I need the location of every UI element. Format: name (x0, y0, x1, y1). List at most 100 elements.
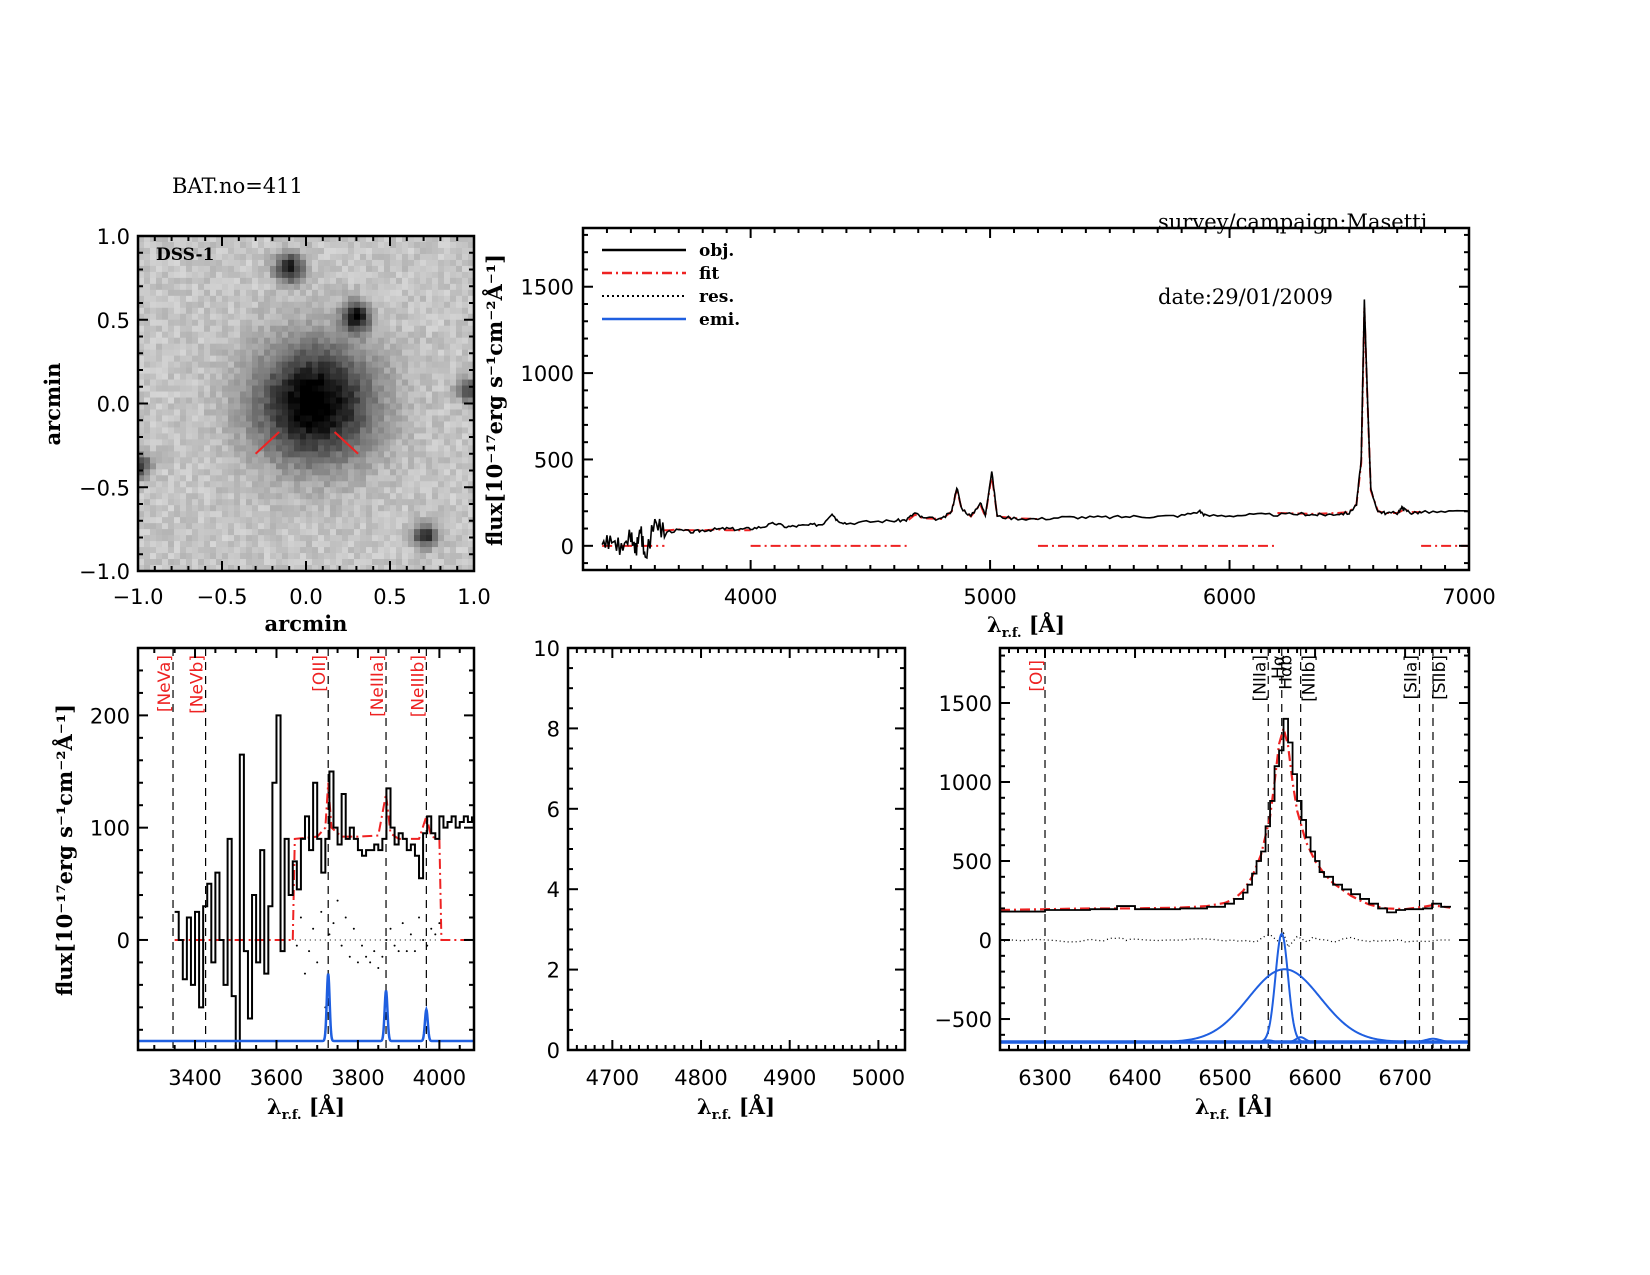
image-pixel (156, 481, 163, 488)
image-pixel (222, 283, 229, 291)
image-pixel (360, 253, 367, 261)
image-pixel (396, 565, 403, 572)
image-pixel (240, 265, 247, 273)
image-pixel (366, 361, 373, 369)
image-pixel (384, 493, 391, 500)
image-pixel (174, 469, 181, 476)
image-pixel (420, 523, 427, 530)
image-pixel (180, 541, 187, 548)
image-pixel (198, 451, 205, 458)
image-pixel (282, 236, 289, 243)
image-pixel (240, 415, 247, 423)
image-pixel (378, 283, 385, 291)
image-pixel (216, 427, 223, 435)
image-pixel (282, 493, 289, 500)
image-pixel (414, 301, 421, 309)
image-pixel (456, 559, 463, 566)
image-pixel (318, 295, 325, 303)
image-pixel (462, 547, 469, 554)
image-pixel (366, 439, 373, 446)
image-pixel (270, 427, 277, 435)
image-pixel (378, 253, 385, 261)
image-pixel (456, 553, 463, 560)
image-pixel (216, 475, 223, 482)
image-pixel (246, 541, 253, 548)
image-pixel (330, 475, 337, 482)
image-pixel (168, 241, 175, 249)
image-pixel (294, 325, 301, 333)
image-pixel (168, 301, 175, 309)
image-pixel (414, 265, 421, 273)
image-pixel (456, 433, 463, 440)
image-pixel (276, 289, 283, 297)
image-pixel (162, 451, 169, 458)
image-pixel (258, 331, 265, 339)
image-pixel (468, 541, 475, 548)
image-pixel (366, 517, 373, 524)
image-pixel (276, 499, 283, 506)
image-pixel (288, 236, 295, 243)
image-pixel (234, 409, 241, 417)
image-pixel (456, 499, 463, 506)
image-pixel (282, 385, 289, 393)
image-pixel (390, 481, 397, 488)
image-pixel (180, 331, 187, 339)
image-pixel (312, 427, 319, 435)
image-pixel (270, 409, 277, 417)
image-pixel (192, 259, 199, 267)
image-pixel (354, 559, 361, 566)
image-pixel (144, 469, 151, 476)
image-pixel (336, 421, 343, 429)
image-pixel (426, 241, 433, 249)
image-pixel (174, 259, 181, 267)
image-pixel (150, 307, 157, 315)
image-pixel (276, 236, 283, 243)
image-pixel (234, 475, 241, 482)
image-pixel (246, 547, 253, 554)
image-pixel (240, 367, 247, 375)
image-pixel (306, 343, 313, 351)
image-pixel (378, 457, 385, 464)
image-pixel (276, 367, 283, 375)
image-pixel (138, 415, 145, 423)
image-pixel (234, 505, 241, 512)
image-pixel (318, 343, 325, 351)
image-pixel (228, 343, 235, 351)
image-pixel (192, 307, 199, 315)
image-pixel (396, 379, 403, 387)
image-pixel (264, 463, 271, 470)
image-pixel (240, 271, 247, 279)
image-pixel (450, 445, 457, 452)
image-pixel (252, 541, 259, 548)
image-pixel (432, 349, 439, 357)
image-pixel (438, 487, 445, 494)
image-pixel (390, 397, 397, 405)
image-pixel (420, 517, 427, 524)
image-pixel (258, 289, 265, 297)
image-pixel (348, 505, 355, 512)
image-pixel (378, 505, 385, 512)
image-pixel (144, 277, 151, 285)
y-tick-label: 2 (547, 959, 560, 983)
image-pixel (348, 265, 355, 273)
image-pixel (336, 361, 343, 369)
image-pixel (360, 469, 367, 476)
image-pixel (468, 379, 475, 387)
x-tick-label: 3800 (331, 1066, 384, 1090)
image-pixel (144, 499, 151, 506)
image-pixel (288, 415, 295, 423)
image-pixel (186, 247, 193, 255)
image-pixel (258, 559, 265, 566)
image-pixel (168, 349, 175, 357)
image-pixel (306, 523, 313, 530)
image-pixel (414, 409, 421, 417)
image-pixel (222, 301, 229, 309)
image-pixel (138, 481, 145, 488)
image-pixel (234, 541, 241, 548)
image-pixel (462, 307, 469, 315)
image-pixel (360, 421, 367, 429)
image-pixel (354, 265, 361, 273)
image-pixel (150, 421, 157, 429)
image-pixel (294, 236, 301, 243)
image-pixel (228, 319, 235, 327)
